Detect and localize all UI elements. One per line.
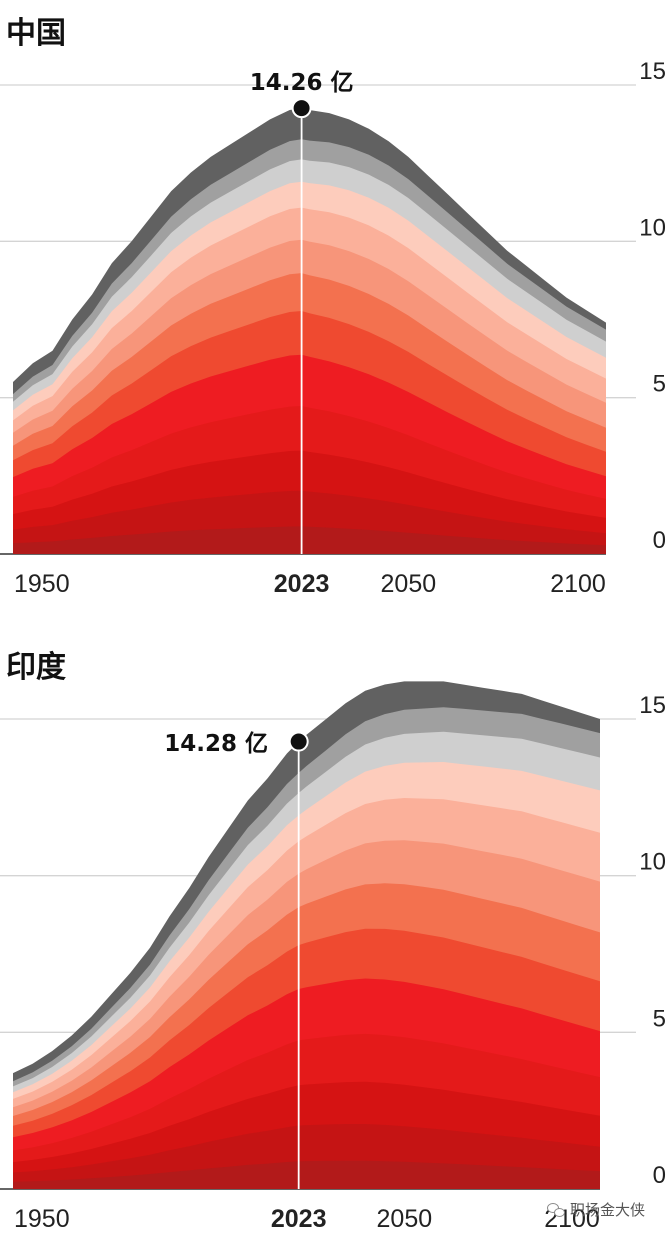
- x-tick-label: 2023: [274, 570, 330, 598]
- watermark-text: 职场金大侠: [570, 1200, 646, 1219]
- y-tick-label: 15: [639, 692, 666, 719]
- area-band: [13, 526, 606, 554]
- x-tick-label: 2050: [377, 1205, 433, 1233]
- area-band: [13, 1160, 600, 1189]
- y-tick-label: 10: [639, 214, 666, 241]
- peak-label: 14.28 亿: [164, 731, 268, 757]
- y-tick-label: 10: [639, 849, 666, 876]
- chart-title: 印度: [6, 650, 66, 685]
- peak-label: 14.26 亿: [250, 70, 354, 96]
- peak-marker: [288, 731, 309, 752]
- y-tick-label: 5: [653, 371, 666, 398]
- y-tick-label: 15: [639, 58, 666, 85]
- watermark: 职场金大侠: [547, 1196, 663, 1222]
- y-tick-label: 0: [653, 1162, 666, 1189]
- y-tick-label: 5: [653, 1005, 666, 1032]
- chart-title: 中国: [6, 16, 66, 51]
- peak-marker: [291, 98, 312, 119]
- wechat-icon: [547, 1202, 565, 1217]
- china-population-chart: 中国 14.26 亿 0 5 10 15 1950 2023 2050 2100: [0, 16, 666, 598]
- x-tick-label: 1950: [14, 1205, 70, 1233]
- x-tick-label: 2023: [271, 1205, 327, 1233]
- y-tick-label: 0: [653, 527, 666, 554]
- x-tick-label: 2100: [550, 570, 606, 598]
- x-tick-label: 1950: [14, 570, 70, 598]
- x-tick-label: 2050: [381, 570, 437, 598]
